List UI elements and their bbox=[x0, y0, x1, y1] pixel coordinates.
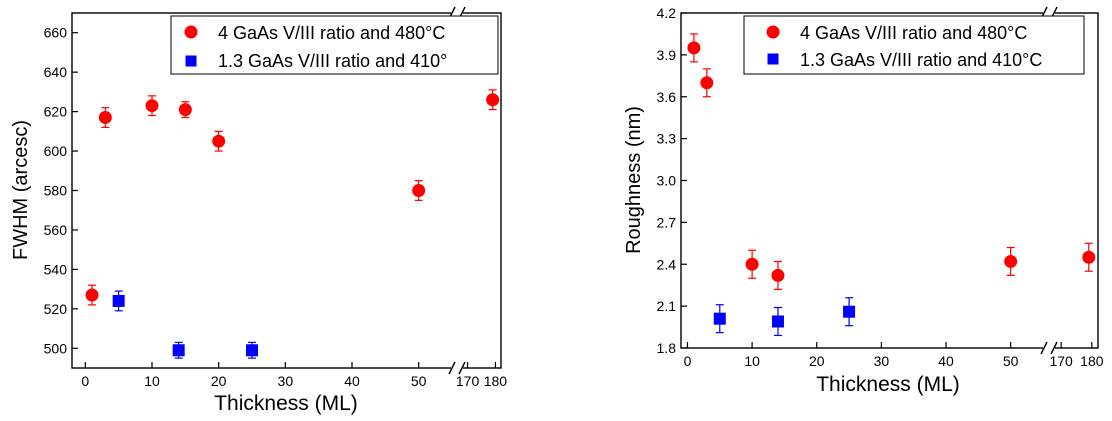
roughness-y-tick-label: 2.1 bbox=[657, 298, 677, 314]
fwhm-x-tick-label: 0 bbox=[81, 373, 89, 389]
roughness-y-axis-label: Roughness (nm) bbox=[623, 106, 645, 254]
roughness-axis-break-gap bbox=[1043, 343, 1055, 353]
roughness-x-tick-label: 10 bbox=[744, 353, 760, 369]
fwhm-point-480 bbox=[146, 99, 159, 112]
roughness-x-axis-label: Thickness (ML) bbox=[816, 373, 960, 396]
fwhm-y-tick-label: 600 bbox=[44, 143, 68, 159]
roughness-point-480 bbox=[687, 41, 700, 54]
fwhm-y-tick-label: 640 bbox=[44, 64, 68, 80]
roughness-y-tick-label: 3.3 bbox=[657, 131, 677, 147]
fwhm-y-tick-label: 620 bbox=[44, 104, 68, 120]
roughness-x-tick-label: 20 bbox=[809, 353, 825, 369]
roughness-point-410 bbox=[772, 315, 784, 327]
roughness-point-480 bbox=[1082, 251, 1095, 264]
fwhm-axis-break-gap bbox=[451, 363, 463, 373]
fwhm-legend-label-410: 1.3 GaAs V/III ratio and 410° bbox=[218, 51, 447, 71]
roughness-x-tick-label: 50 bbox=[1003, 353, 1019, 369]
roughness-x-tick-label: 40 bbox=[938, 353, 954, 369]
fwhm-point-480 bbox=[212, 135, 225, 148]
roughness-point-410 bbox=[714, 313, 726, 325]
fwhm-y-tick-label: 520 bbox=[44, 301, 68, 317]
roughness-x-tick-label: 30 bbox=[874, 353, 890, 369]
roughness-point-480 bbox=[700, 76, 713, 89]
roughness-legend-label-480: 4 GaAs V/III ratio and 480°C bbox=[800, 23, 1027, 43]
fwhm-x-tick-label: 50 bbox=[411, 373, 427, 389]
fwhm-x-tick-label: 40 bbox=[344, 373, 360, 389]
roughness-legend-label-410: 1.3 GaAs V/III ratio and 410°C bbox=[800, 50, 1042, 70]
roughness-data-points bbox=[687, 34, 1095, 336]
fwhm-point-480 bbox=[99, 111, 112, 124]
roughness-x-tick-label: 170 bbox=[1049, 353, 1073, 369]
fwhm-x-axis-label: Thickness (ML) bbox=[214, 392, 358, 415]
fwhm-x-tick-label: 10 bbox=[144, 373, 160, 389]
fwhm-legend-label-480: 4 GaAs V/III ratio and 480°C bbox=[218, 23, 445, 43]
fwhm-point-480 bbox=[486, 93, 499, 106]
roughness-point-410 bbox=[843, 306, 855, 318]
fwhm-x-tick-label: 20 bbox=[211, 373, 227, 389]
roughness-y-tick-label: 4.2 bbox=[657, 5, 677, 21]
fwhm-x-tick-label: 30 bbox=[278, 373, 294, 389]
roughness-point-480 bbox=[746, 258, 759, 271]
roughness-y-tick-label: 3.9 bbox=[657, 47, 677, 63]
roughness-y-tick-label: 3.6 bbox=[657, 89, 677, 105]
fwhm-y-tick-label: 500 bbox=[44, 340, 68, 356]
roughness-legend-circle-marker bbox=[767, 26, 780, 39]
roughness-legend-square-marker bbox=[768, 54, 779, 65]
fwhm-x-tick-label: 170 bbox=[456, 373, 480, 389]
fwhm-y-tick-label: 580 bbox=[44, 183, 68, 199]
fwhm-point-410 bbox=[113, 295, 125, 307]
roughness-y-tick-label: 2.7 bbox=[657, 214, 677, 230]
fwhm-y-axis-label: FWHM (arcesc) bbox=[10, 120, 32, 260]
roughness-chart: 1.8 2.1 2.4 2.7 3.0 3.3 3.6 3.9 4.2 0 10 20 30 40 50 17… bbox=[623, 5, 1104, 396]
fwhm-y-tick-label: 540 bbox=[44, 261, 68, 277]
fwhm-y-tick-label: 560 bbox=[44, 222, 68, 238]
fwhm-legend-square-marker bbox=[186, 56, 197, 67]
fwhm-point-480 bbox=[86, 289, 99, 302]
fwhm-y-tick-label: 660 bbox=[44, 25, 68, 41]
roughness-x-tick-label: 180 bbox=[1080, 353, 1104, 369]
roughness-x-tick-label: 0 bbox=[684, 353, 692, 369]
fwhm-point-480 bbox=[179, 103, 192, 116]
fwhm-point-410 bbox=[246, 344, 258, 356]
roughness-point-480 bbox=[1004, 255, 1017, 268]
fwhm-chart: 500 520 540 560 580 600 620 640 660 0 10 20 30 40 50 17… bbox=[10, 7, 507, 415]
fwhm-legend-circle-marker bbox=[185, 26, 198, 39]
roughness-y-tick-label: 3.0 bbox=[657, 173, 677, 189]
roughness-y-tick-label: 1.8 bbox=[657, 340, 677, 356]
fwhm-ticks: 500 520 540 560 580 600 620 640 660 0 10 20 30 40 50 17… bbox=[44, 25, 508, 389]
fwhm-point-480 bbox=[412, 184, 425, 197]
roughness-point-480 bbox=[771, 269, 784, 282]
fwhm-point-410 bbox=[173, 344, 185, 356]
fwhm-x-tick-label: 180 bbox=[484, 373, 508, 389]
roughness-y-tick-label: 2.4 bbox=[657, 256, 677, 272]
fwhm-data-points bbox=[86, 90, 500, 358]
